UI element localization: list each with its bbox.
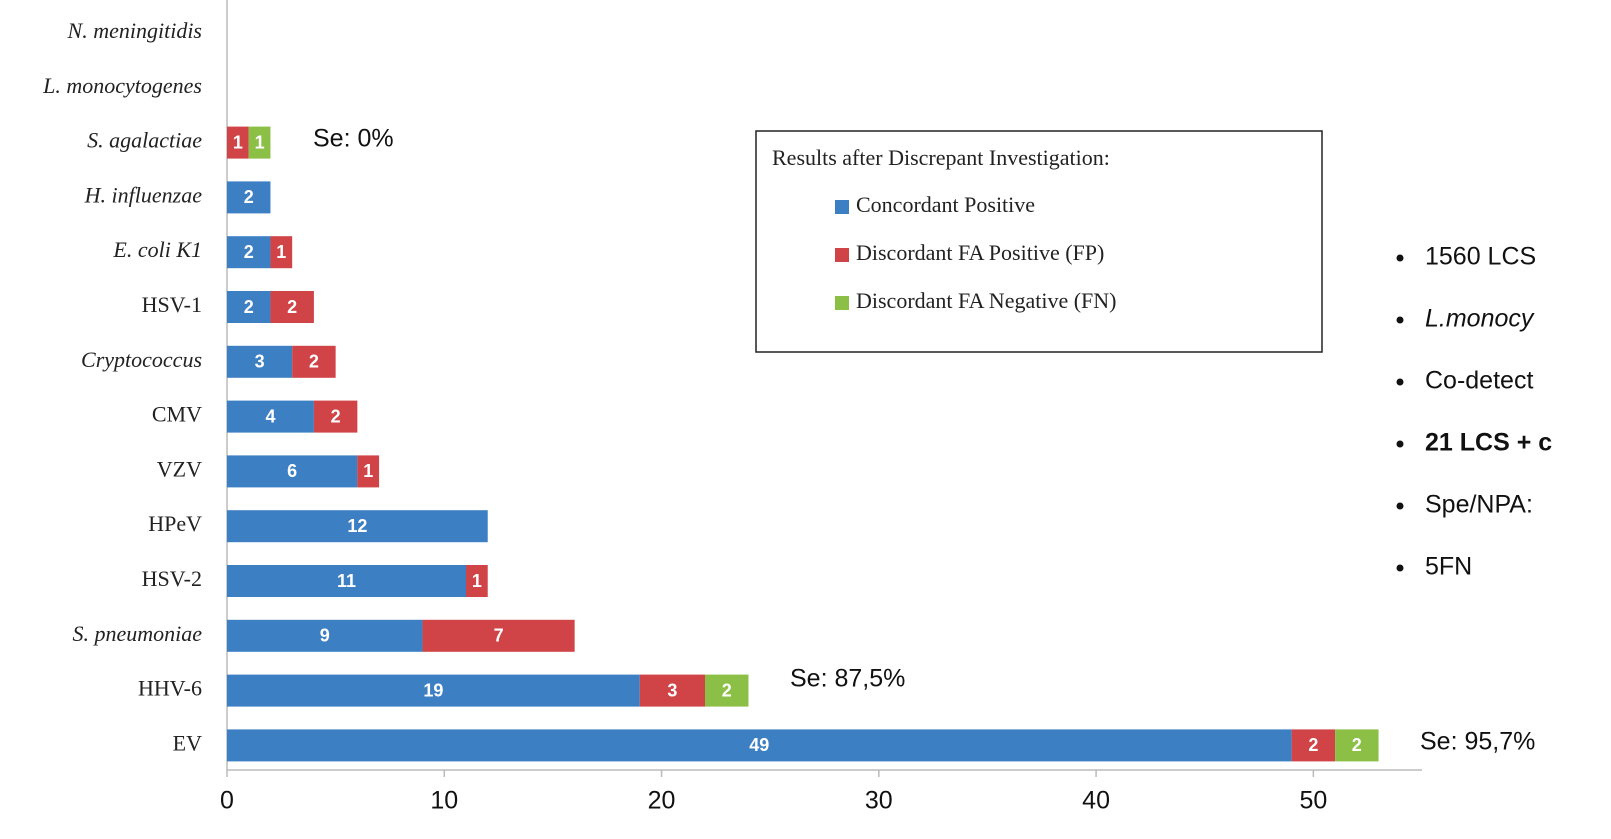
data-label: 1 bbox=[233, 132, 243, 152]
bar-segment bbox=[422, 619, 575, 652]
legend-label: Discordant FA Negative (FN) bbox=[856, 288, 1117, 313]
bar-segment bbox=[270, 291, 314, 323]
annotation: Se: 95,7% bbox=[1420, 728, 1535, 756]
data-label: 2 bbox=[244, 242, 254, 262]
bar-segment bbox=[1291, 729, 1336, 762]
data-label: 6 bbox=[287, 461, 297, 481]
legend-box bbox=[755, 130, 1323, 353]
bar-segment bbox=[466, 565, 488, 597]
data-label: 2 bbox=[244, 297, 254, 317]
y-tick-label: H. influenzae bbox=[84, 182, 203, 207]
data-label: 3 bbox=[255, 352, 265, 372]
x-tick-label: 10 bbox=[430, 787, 458, 815]
data-label: 49 bbox=[749, 735, 769, 755]
data-label: 2 bbox=[1352, 735, 1362, 755]
bullet-dot bbox=[1396, 502, 1404, 510]
bar-segment bbox=[227, 729, 1292, 762]
legend-swatch bbox=[835, 200, 849, 214]
y-tick-label: CMV bbox=[152, 402, 202, 427]
bullet-text: 21 LCS + c bbox=[1425, 429, 1552, 457]
y-tick-label: Cryptococcus bbox=[81, 347, 202, 372]
bar-segment bbox=[705, 674, 749, 707]
bar-segment bbox=[639, 674, 705, 707]
data-label: 2 bbox=[331, 406, 341, 426]
y-tick-label: N. meningitidis bbox=[67, 18, 202, 43]
bullet-dot bbox=[1396, 564, 1404, 572]
data-label: 7 bbox=[494, 626, 504, 646]
x-tick-label: 20 bbox=[648, 787, 676, 815]
x-tick-label: 30 bbox=[865, 787, 893, 815]
annotation: Se: 87,5% bbox=[790, 665, 905, 693]
data-label: 2 bbox=[722, 680, 732, 700]
data-label: 19 bbox=[423, 680, 443, 700]
bar-segment bbox=[1335, 729, 1379, 762]
bar-segment bbox=[227, 345, 293, 378]
bullet-dot bbox=[1396, 254, 1404, 262]
bar-segment bbox=[227, 400, 314, 433]
data-label: 9 bbox=[320, 626, 330, 646]
bar-segment bbox=[292, 345, 336, 378]
y-tick-label: HSV-1 bbox=[142, 292, 202, 317]
bullet-text: Spe/NPA: bbox=[1425, 491, 1533, 519]
legend-swatch bbox=[835, 296, 849, 310]
bullet-text: Co-detect bbox=[1425, 367, 1533, 395]
bar-segment bbox=[227, 619, 423, 652]
legend-title: Results after Discrepant Investigation: bbox=[772, 145, 1110, 170]
data-label: 3 bbox=[667, 680, 677, 700]
y-tick-label: VZV bbox=[157, 456, 202, 481]
legend-swatch bbox=[835, 248, 849, 262]
data-label: 4 bbox=[265, 406, 275, 426]
y-tick-label: S. pneumoniae bbox=[72, 621, 202, 646]
x-tick-label: 40 bbox=[1082, 787, 1110, 815]
bar-segment bbox=[270, 236, 293, 269]
legend-label: Discordant FA Positive (FP) bbox=[856, 240, 1104, 265]
y-tick-label: S. agalactiae bbox=[87, 128, 202, 153]
data-label: 11 bbox=[337, 571, 356, 591]
y-tick-label: HSV-2 bbox=[142, 566, 202, 591]
bullet-text: 1560 LCS bbox=[1425, 243, 1536, 271]
bar-segment bbox=[227, 291, 271, 323]
bullet-dot bbox=[1396, 378, 1404, 386]
y-tick-label: EV bbox=[173, 730, 202, 755]
bar-segment bbox=[227, 510, 488, 543]
data-label: 2 bbox=[309, 352, 319, 372]
bar-segment bbox=[227, 181, 271, 214]
bar-segment bbox=[313, 400, 358, 433]
legend-label: Concordant Positive bbox=[856, 192, 1035, 217]
x-tick-label: 0 bbox=[220, 787, 234, 815]
data-label: 12 bbox=[347, 516, 367, 536]
data-label: 1 bbox=[472, 571, 482, 591]
data-label: 2 bbox=[287, 297, 297, 317]
y-tick-label: HPeV bbox=[148, 511, 202, 536]
data-label: 2 bbox=[244, 187, 254, 207]
data-label: 2 bbox=[1308, 735, 1318, 755]
data-label: 1 bbox=[255, 132, 265, 152]
bar-segment bbox=[227, 455, 358, 488]
y-tick-label: E. coli K1 bbox=[112, 237, 202, 262]
bar-segment bbox=[227, 674, 640, 707]
bar-segment bbox=[227, 565, 466, 597]
bullet-text: 5FN bbox=[1425, 553, 1472, 581]
bar-segment bbox=[227, 236, 271, 269]
y-tick-label: L. monocytogenes bbox=[42, 73, 202, 98]
bar-segment bbox=[227, 126, 249, 159]
y-tick-label: HHV-6 bbox=[138, 676, 202, 701]
annotation: Se: 0% bbox=[313, 125, 394, 153]
bullet-text: L.monocy bbox=[1425, 305, 1535, 333]
x-tick-label: 50 bbox=[1299, 787, 1327, 815]
bar-segment bbox=[248, 126, 271, 159]
bullet-dot bbox=[1396, 440, 1404, 448]
data-label: 1 bbox=[276, 242, 286, 262]
bullet-dot bbox=[1396, 316, 1404, 324]
data-label: 1 bbox=[363, 461, 373, 481]
bar-segment bbox=[357, 455, 380, 488]
